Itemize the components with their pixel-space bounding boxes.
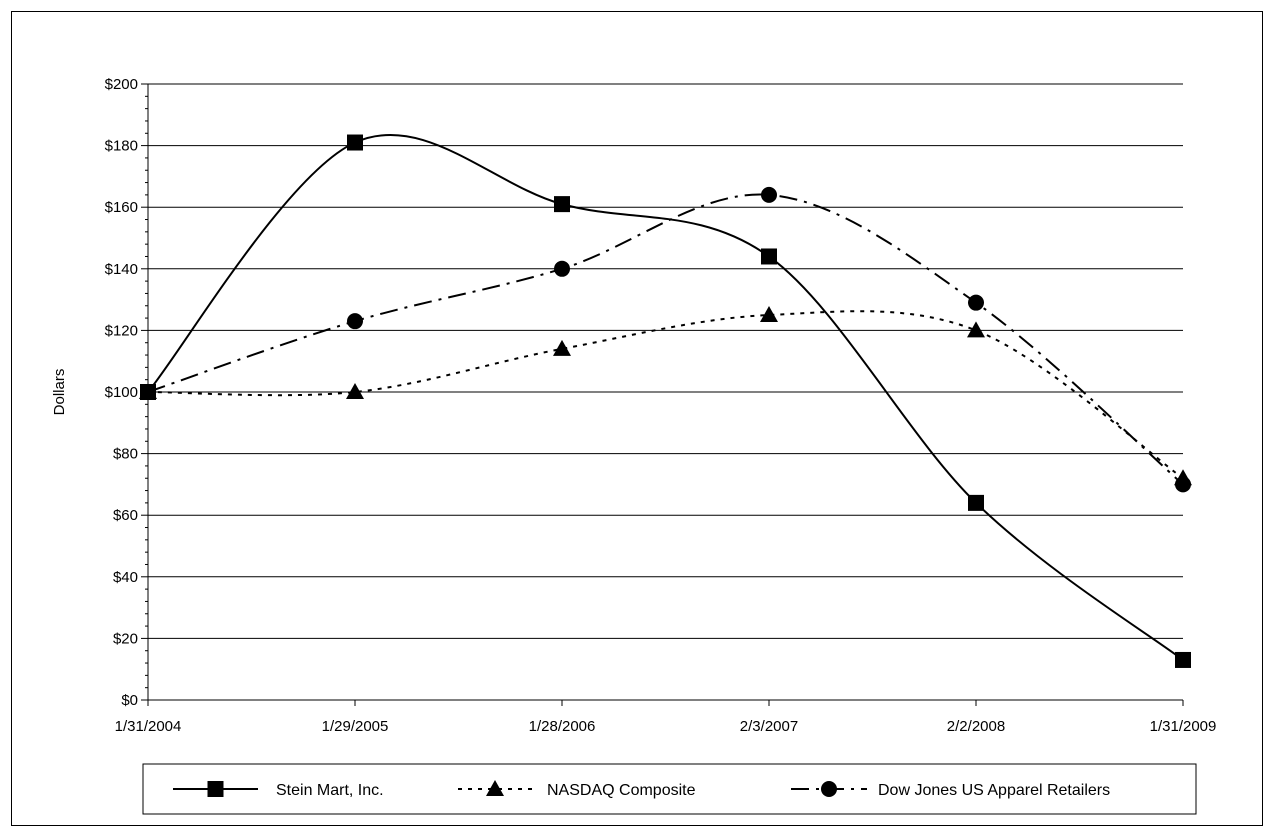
gridlines xyxy=(148,83,1183,639)
x-tick-label: 1/28/2006 xyxy=(529,718,596,735)
y-axis-title: Dollars xyxy=(51,369,68,416)
y-tick-label: $140 xyxy=(105,261,138,278)
legend-marker-triangle xyxy=(486,780,504,796)
data-point-circle xyxy=(347,313,363,330)
x-tick-label: 1/29/2005 xyxy=(322,718,389,735)
data-point-triangle xyxy=(553,339,571,356)
y-tick-label: $80 xyxy=(113,446,138,463)
data-point-triangle xyxy=(760,306,778,322)
x-tick-label: 2/3/2007 xyxy=(740,718,798,735)
chart-frame xyxy=(11,11,1263,826)
y-tick-labels: $0 $20 $40 $60 $80 $100 $120 $140 $160 $180 $200 xyxy=(105,76,138,709)
data-point-triangle xyxy=(1174,469,1192,486)
data-point-circle xyxy=(554,260,570,277)
y-tick-label: $20 xyxy=(113,630,138,647)
y-tick-label: $0 xyxy=(121,692,138,709)
legend: Stein Mart, Inc. NASDAQ Composite Dow Jone… xyxy=(142,763,1197,815)
x-tick-label: 1/31/2004 xyxy=(115,718,182,735)
legend-entry: Dow Jones US Apparel Retailers xyxy=(791,781,1110,799)
series-group xyxy=(139,133,1192,668)
data-point-square xyxy=(968,494,984,511)
data-point-triangle xyxy=(346,383,364,399)
axes xyxy=(141,83,1184,706)
data-point-square xyxy=(1175,651,1191,668)
data-point-square xyxy=(761,248,777,265)
y-tick-label: $100 xyxy=(105,384,138,401)
y-tick-label: $180 xyxy=(105,138,138,155)
series-line xyxy=(147,310,1184,480)
y-tick-label: $40 xyxy=(113,569,138,586)
data-point-triangle xyxy=(967,321,985,338)
series-line xyxy=(147,193,1184,486)
legend-box xyxy=(142,763,1197,815)
legend-label: Dow Jones US Apparel Retailers xyxy=(878,782,1110,799)
series-square xyxy=(140,133,1191,668)
y-tick-label: $200 xyxy=(105,76,138,93)
legend-label: NASDAQ Composite xyxy=(547,782,696,799)
x-tick-label: 2/2/2008 xyxy=(947,718,1005,735)
legend-marker-square xyxy=(207,781,224,797)
x-tick-labels: 1/31/2004 1/29/2005 1/28/2006 2/3/2007 2/2/2… xyxy=(115,718,1217,735)
legend-label: Stein Mart, Inc. xyxy=(276,782,384,799)
data-point-square xyxy=(140,384,156,400)
y-tick-label: $60 xyxy=(113,507,138,524)
legend-entry: Stein Mart, Inc. xyxy=(173,781,384,799)
data-point-square xyxy=(554,196,570,213)
series-line xyxy=(147,133,1184,661)
y-tick-label: $160 xyxy=(105,199,138,216)
x-tick-label: 1/31/2009 xyxy=(1150,718,1217,735)
data-point-circle xyxy=(761,186,777,203)
series-circle xyxy=(140,186,1191,493)
series-triangle xyxy=(139,306,1192,486)
legend-entry: NASDAQ Composite xyxy=(458,780,696,799)
y-tick-label: $120 xyxy=(105,322,138,339)
legend-marker-circle xyxy=(821,781,837,797)
data-point-circle xyxy=(968,294,984,311)
data-point-square xyxy=(347,134,363,151)
